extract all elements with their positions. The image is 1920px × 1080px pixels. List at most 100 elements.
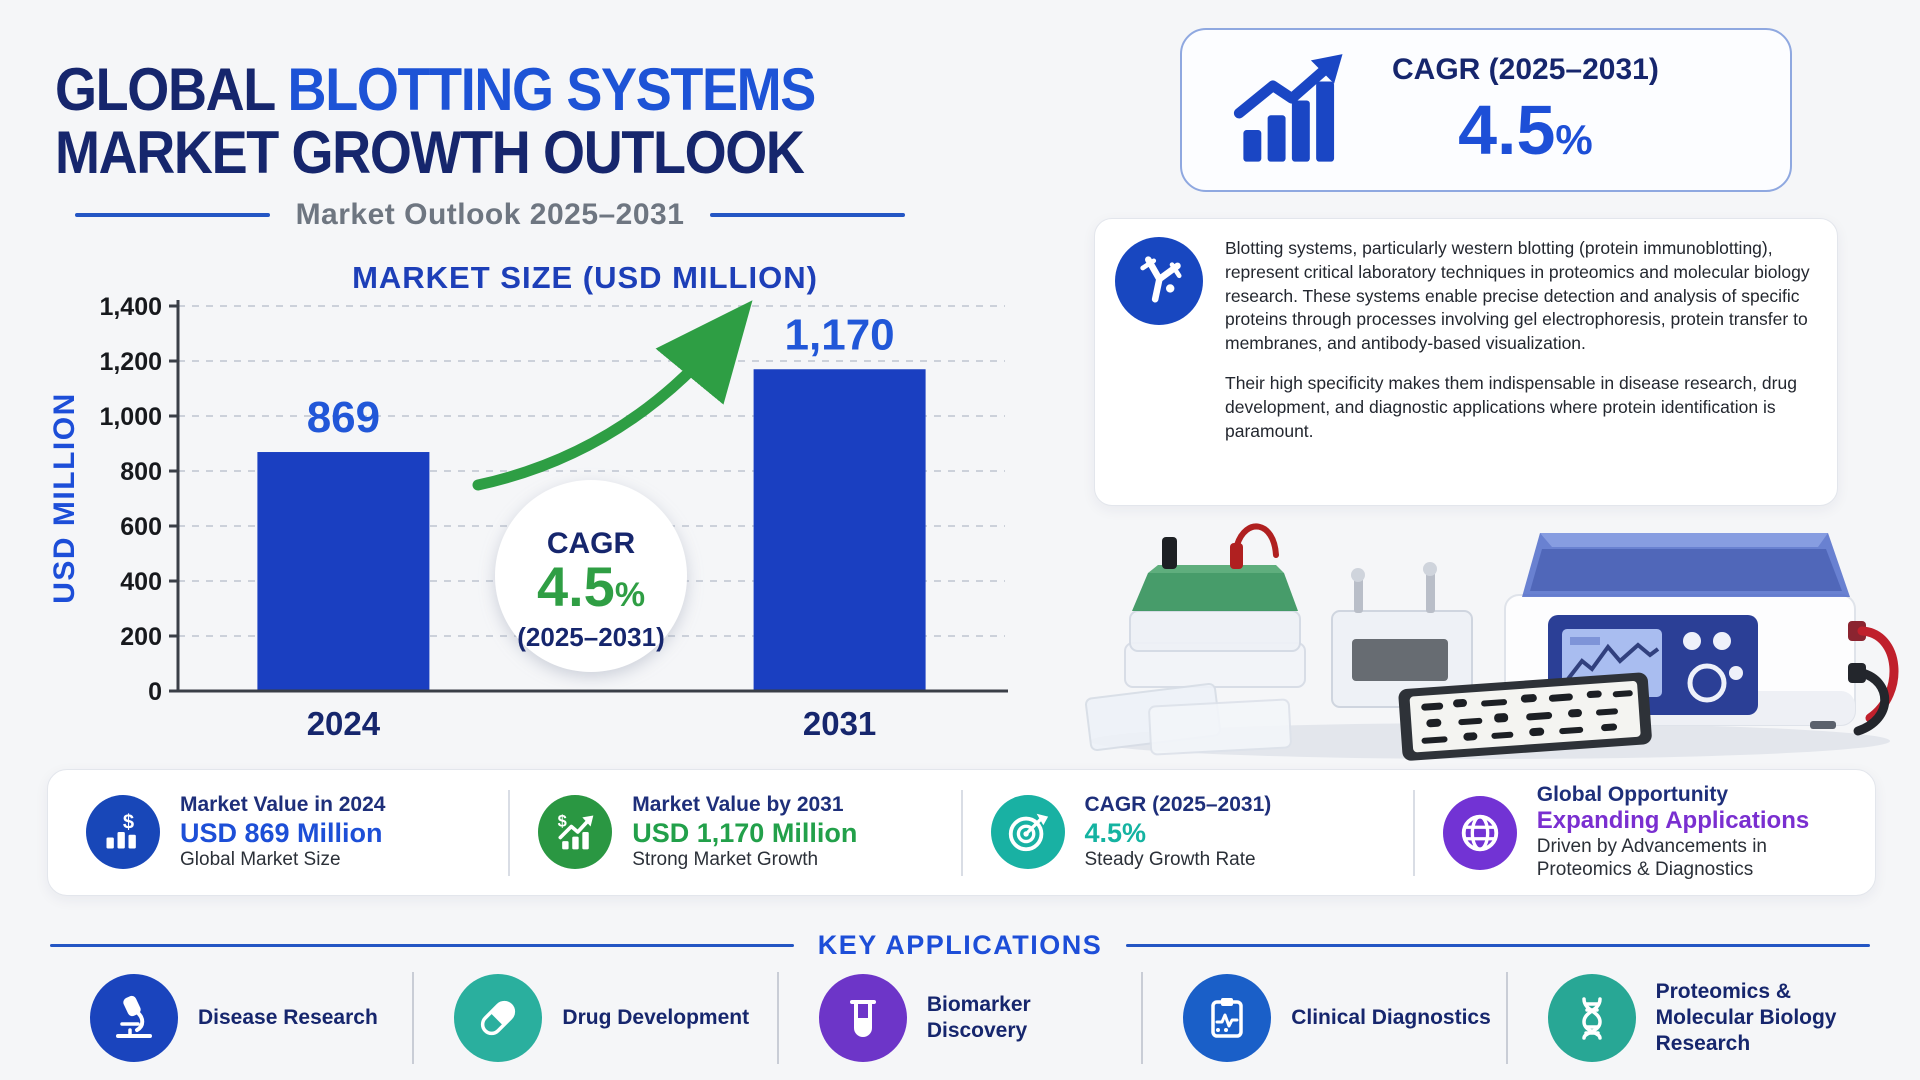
transfer-cassette xyxy=(1331,562,1473,708)
heading-left-rule xyxy=(50,944,794,947)
gel-slabs xyxy=(1085,682,1292,756)
stat-value: USD 1,170 Million xyxy=(632,817,858,848)
bar-value-label: 1,170 xyxy=(785,310,895,359)
key-applications-heading: KEY APPLICATIONS xyxy=(817,930,1103,960)
dollar-bars-icon: $ xyxy=(86,795,160,870)
about-text: Blotting systems, particularly western b… xyxy=(1225,237,1815,505)
gel-tank xyxy=(1124,523,1306,688)
application-label: Proteomics & Molecular Biology Research xyxy=(1655,979,1837,1056)
stat-subtitle: Driven by Advancements in Proteomics & D… xyxy=(1536,836,1767,880)
applications-divider xyxy=(412,972,415,1064)
chart-title: MARKET SIZE (USD MILLION) xyxy=(352,260,818,295)
stats-divider xyxy=(508,789,511,876)
stats-divider xyxy=(960,789,963,876)
bar-chart-svg: MARKET SIZE (USD MILLION) USD MILLION 86… xyxy=(48,260,1008,742)
title-line2: MARKET GROWTH OUTLOOK xyxy=(55,119,805,187)
bars: 869 2024 1,170 2031 xyxy=(257,310,926,742)
about-paragraph-2: Their high specificity makes them indisp… xyxy=(1225,372,1797,441)
antibody-icon xyxy=(1115,237,1203,325)
title-part-dark: GLOBAL xyxy=(55,56,275,124)
application-disease-research: Disease Research xyxy=(50,974,412,1062)
capsule-icon xyxy=(454,974,543,1062)
stat-market-value-2031: $ Market Value by 2031 USD 1,170 Million… xyxy=(510,793,960,872)
y-tick-label: 1,400 xyxy=(99,293,162,321)
dollar-growth-icon: $ xyxy=(538,795,613,870)
target-dart-icon xyxy=(990,795,1065,870)
stat-cagr: CAGR (2025–2031) 4.5% Steady Growth Rate xyxy=(963,793,1413,872)
stat-value: 4.5% xyxy=(1084,817,1147,848)
test-tube-icon xyxy=(818,974,907,1062)
x-category-label: 2031 xyxy=(803,705,876,742)
title-part-accent: BLOTTING SYSTEMS xyxy=(287,56,817,124)
stat-value: USD 869 Million xyxy=(180,817,383,848)
application-clinical-diagnostics: Clinical Diagnostics xyxy=(1143,974,1505,1062)
about-paragraph-1: Blotting systems, particularly western b… xyxy=(1225,238,1810,354)
stat-global-opportunity: Global Opportunity Expanding Application… xyxy=(1415,783,1865,882)
stats-bar: $ Market Value in 2024 USD 869 Million G… xyxy=(47,769,1876,896)
bar-2024 xyxy=(257,452,430,691)
blot-membrane xyxy=(1398,672,1652,761)
application-biomarker-discovery: Biomarker Discovery xyxy=(779,974,1141,1062)
cagr-highlight-box: CAGR (2025–2031) 4.5% xyxy=(1180,28,1792,192)
y-axis-label: USD MILLION xyxy=(48,392,81,604)
cagr-box-label: CAGR (2025–2031) xyxy=(1392,53,1659,86)
application-label: Disease Research xyxy=(198,1005,378,1029)
y-tick-label: 600 xyxy=(120,513,162,541)
y-tick-label: 1,200 xyxy=(99,348,162,376)
growth-trend-arrow xyxy=(472,300,753,491)
cagr-box-text: CAGR (2025–2031) 4.5% xyxy=(1392,53,1659,169)
dna-helix-icon xyxy=(1547,974,1636,1062)
about-card: Blotting systems, particularly western b… xyxy=(1094,218,1838,506)
subtitle-row: Market Outlook 2025–2031 xyxy=(75,198,905,232)
x-category-label: 2024 xyxy=(307,705,381,742)
stat-title: Global Opportunity xyxy=(1536,783,1729,807)
bar-chart-rising-arrow-icon xyxy=(1233,54,1343,162)
stats-divider xyxy=(1412,789,1415,876)
key-applications-header: KEY APPLICATIONS xyxy=(50,930,1871,961)
bar-2031 xyxy=(753,369,926,691)
cagr-circle xyxy=(495,480,687,672)
subtitle-left-rule xyxy=(75,213,270,217)
stat-subtitle: Global Market Size xyxy=(180,849,341,871)
application-label: Clinical Diagnostics xyxy=(1291,1005,1491,1029)
stat-subtitle: Steady Growth Rate xyxy=(1084,849,1256,871)
svg-text:$: $ xyxy=(558,813,567,831)
y-tick-label: 400 xyxy=(120,568,162,596)
stat-value: Expanding Applications xyxy=(1536,807,1810,835)
applications-divider xyxy=(776,972,779,1064)
equipment-photo xyxy=(1070,503,1910,763)
stat-subtitle: Strong Market Growth xyxy=(632,849,819,871)
applications-divider xyxy=(1505,972,1508,1064)
applications-divider xyxy=(1141,972,1144,1064)
globe-icon xyxy=(1442,795,1517,870)
axis-ticks: 0 200 400 600 800 1,000 1,200 1,400 xyxy=(99,293,178,706)
market-size-chart: MARKET SIZE (USD MILLION) USD MILLION 86… xyxy=(40,248,1030,768)
microscope-icon xyxy=(90,974,178,1062)
subtitle: Market Outlook 2025–2031 xyxy=(295,198,685,231)
heading-right-rule xyxy=(1126,944,1871,947)
stat-title: Market Value in 2024 xyxy=(180,792,386,816)
blotting-equipment-illustration xyxy=(1085,523,1899,761)
bar-value-label: 869 xyxy=(307,393,380,442)
stat-market-value-2024: $ Market Value in 2024 USD 869 Million G… xyxy=(58,793,508,872)
application-proteomics-research: Proteomics & Molecular Biology Research xyxy=(1508,974,1870,1062)
subtitle-right-rule xyxy=(710,213,905,217)
cagr-annotation-title: CAGR xyxy=(547,527,636,560)
page-title: GLOBAL BLOTTING SYSTEMS MARKET GROWTH OU… xyxy=(55,56,817,187)
cagr-box-value: 4.5% xyxy=(1458,91,1593,169)
application-label: Drug Development xyxy=(562,1005,750,1029)
y-tick-label: 200 xyxy=(120,623,162,651)
clipboard-pulse-icon xyxy=(1183,974,1272,1062)
application-drug-development: Drug Development xyxy=(414,974,776,1062)
y-tick-label: 1,000 xyxy=(99,403,162,431)
cagr-annotation-period: (2025–2031) xyxy=(517,622,664,652)
applications-row: Disease Research Drug Development Biomar… xyxy=(50,962,1870,1074)
cagr-annotation-value: 4.5% xyxy=(537,555,645,618)
y-tick-label: 0 xyxy=(148,678,162,706)
cagr-annotation: CAGR 4.5% (2025–2031) xyxy=(495,480,687,672)
application-label: Biomarker Discovery xyxy=(926,992,1031,1042)
y-tick-label: 800 xyxy=(120,458,162,486)
svg-text:$: $ xyxy=(123,812,134,834)
stat-title: Market Value by 2031 xyxy=(632,792,844,816)
